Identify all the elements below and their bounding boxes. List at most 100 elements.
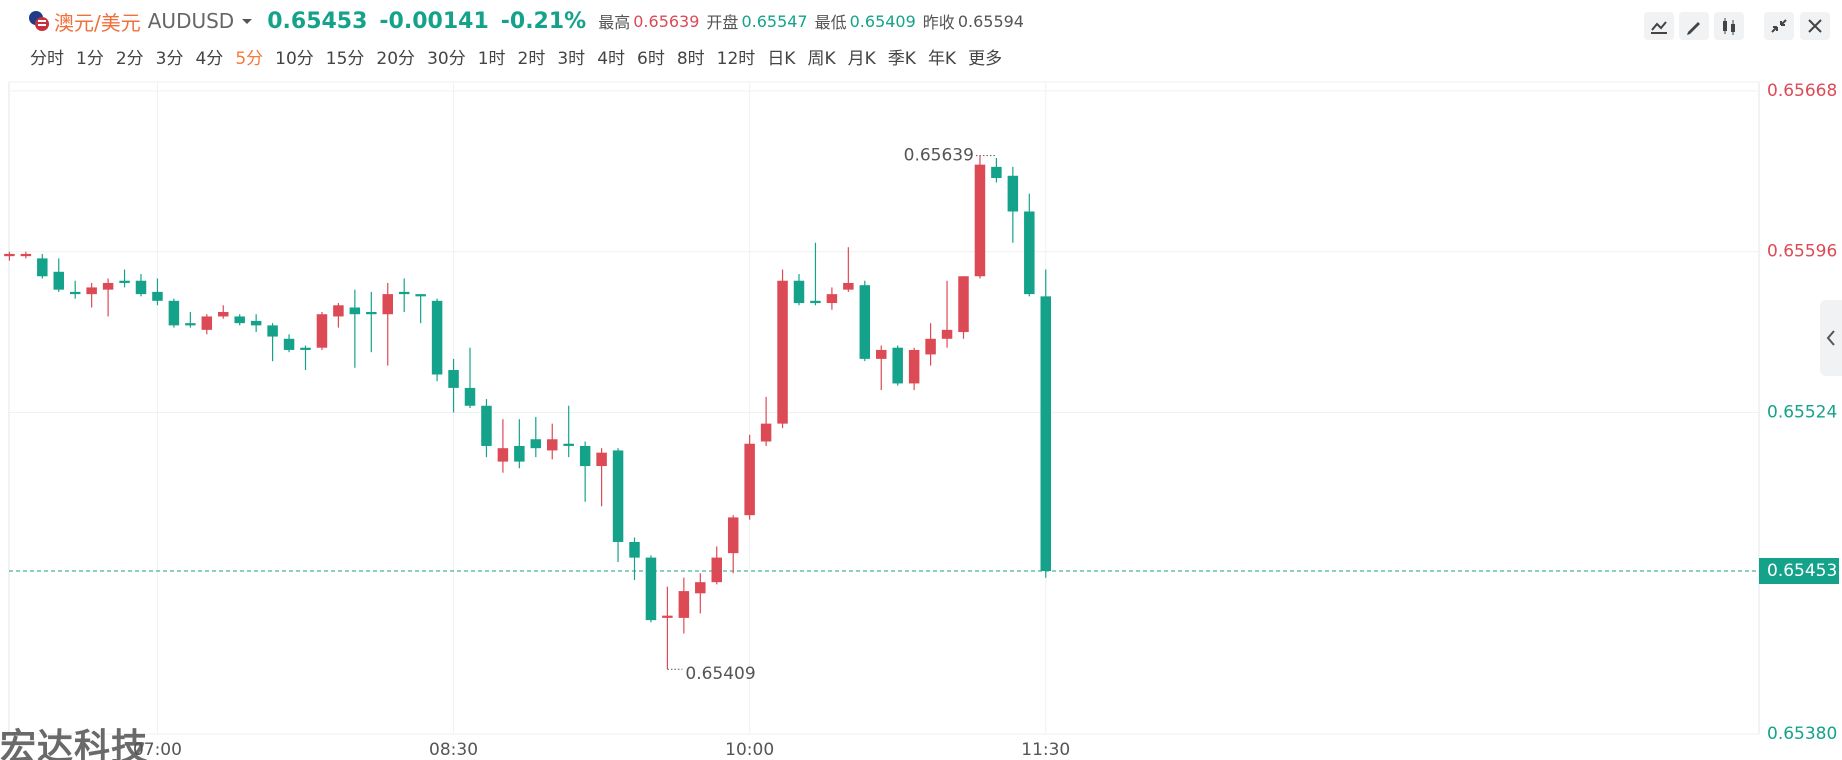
dropdown-caret[interactable] — [241, 16, 253, 26]
candle-body — [398, 291, 410, 295]
period-tab[interactable]: 2时 — [517, 49, 546, 69]
candle-body — [629, 541, 640, 558]
x-tick-label: 07:00 — [133, 740, 182, 760]
stat-label: 昨收 — [922, 13, 955, 32]
period-tab[interactable]: 20分 — [376, 49, 416, 69]
candle-body — [810, 300, 821, 304]
candle-body — [991, 166, 1002, 179]
candle-body — [415, 294, 426, 297]
period-tab[interactable]: 月K — [847, 49, 876, 69]
y-tick-label: 0.65668 — [1767, 81, 1837, 101]
candle-body — [185, 323, 196, 326]
side-collapse[interactable] — [1820, 300, 1842, 376]
candle-body — [612, 450, 624, 542]
candle-body — [958, 276, 969, 333]
tool-button[interactable] — [1644, 12, 1674, 40]
candle-body — [135, 280, 147, 295]
candle-body — [168, 300, 180, 326]
period-tab[interactable]: 3分 — [155, 49, 184, 69]
period-tab[interactable]: 日K — [767, 49, 796, 69]
x-tick-label: 11:30 — [1021, 740, 1070, 760]
candle-body — [563, 443, 574, 446]
candle-body — [102, 282, 114, 290]
price-badge-label: 0.65453 — [1767, 561, 1837, 581]
change: -0.00141 — [379, 8, 489, 34]
candle-body — [695, 582, 706, 594]
stat-value: 0.65547 — [741, 11, 808, 31]
candle-body — [37, 258, 48, 277]
draw-button[interactable] — [1679, 12, 1709, 40]
candle-body — [431, 300, 443, 375]
candle-body — [152, 291, 163, 301]
candle-body — [645, 557, 657, 621]
candle-body — [662, 615, 673, 618]
period-tab[interactable]: 15分 — [325, 49, 365, 69]
period-tab[interactable]: 周K — [807, 49, 836, 69]
last-price: 0.65453 — [267, 8, 368, 34]
period-tab[interactable]: 季K — [887, 49, 916, 69]
stat-value: 0.65594 — [957, 11, 1024, 31]
symbol[interactable]: AUDUSD — [147, 9, 235, 33]
period-tab[interactable]: 更多 — [968, 49, 1003, 69]
candle-body — [316, 314, 328, 348]
candle-body — [201, 316, 213, 330]
candle-body — [53, 271, 64, 290]
period-tab[interactable]: 8时 — [676, 49, 705, 69]
candle-body — [843, 282, 854, 290]
candle-body — [876, 349, 887, 359]
candle-body — [20, 253, 32, 257]
candle-body — [250, 320, 262, 326]
candle-body — [596, 452, 607, 467]
candle-body — [859, 285, 871, 359]
period-tab[interactable]: 12时 — [716, 49, 756, 69]
candle-body — [514, 445, 525, 462]
candle-body — [349, 307, 361, 315]
stat-label: 最高 — [598, 13, 631, 32]
indicator-button[interactable] — [1714, 12, 1744, 40]
period-tab[interactable]: 6时 — [637, 49, 665, 69]
candle-body — [678, 591, 690, 618]
period-tab[interactable]: 5分 — [235, 49, 264, 69]
period-tabs: 分时 1分 2分 3分 4分 5分 10分 15分 20分 30分 1时 2时 3时 4时 6时 8时 12时日… — [30, 44, 1002, 69]
candle-body — [547, 439, 558, 451]
price-badge — [1759, 558, 1839, 584]
candle-body — [908, 349, 920, 384]
y-tick-label: 0.65596 — [1767, 242, 1837, 262]
period-tab[interactable]: 4分 — [195, 49, 224, 69]
candle-body — [283, 338, 295, 350]
change-pct: -0.21% — [500, 8, 587, 34]
candle-body — [579, 445, 591, 467]
candle-body — [382, 294, 393, 315]
candle-body — [300, 347, 311, 350]
candle-body — [793, 280, 805, 304]
shrink-button[interactable] — [1764, 12, 1794, 40]
candle-body — [464, 387, 476, 406]
candle-body — [925, 338, 936, 355]
period-tab[interactable]: 4时 — [597, 49, 626, 69]
candle-body — [1024, 211, 1035, 295]
stat-value: 0.65639 — [633, 11, 700, 31]
pair-name: 澳元/美元 — [54, 10, 141, 35]
period-tab[interactable]: 2分 — [115, 49, 144, 69]
x-tick-label: 10:00 — [725, 740, 774, 760]
period-tab[interactable]: 1分 — [76, 49, 104, 69]
period-tab[interactable]: 10分 — [275, 49, 314, 69]
period-tab[interactable]: 30分 — [427, 49, 466, 69]
candle-body — [86, 287, 97, 295]
candle-body — [974, 164, 986, 277]
period-tab[interactable]: 分时 — [30, 49, 64, 69]
candle-body — [267, 325, 278, 337]
candle-body — [760, 423, 772, 442]
candle-body — [234, 316, 245, 324]
period-tab[interactable]: 3时 — [557, 49, 586, 69]
period-tab[interactable]: 年K — [927, 49, 957, 69]
period-tab[interactable]: 1时 — [477, 49, 506, 69]
candle-body — [727, 517, 739, 554]
close-button[interactable] — [1800, 12, 1830, 40]
candle-body — [497, 448, 509, 462]
stat-label: 开盘 — [706, 13, 739, 32]
candle-body — [1040, 296, 1051, 571]
candle-body — [711, 557, 722, 583]
candle-body — [892, 347, 903, 384]
